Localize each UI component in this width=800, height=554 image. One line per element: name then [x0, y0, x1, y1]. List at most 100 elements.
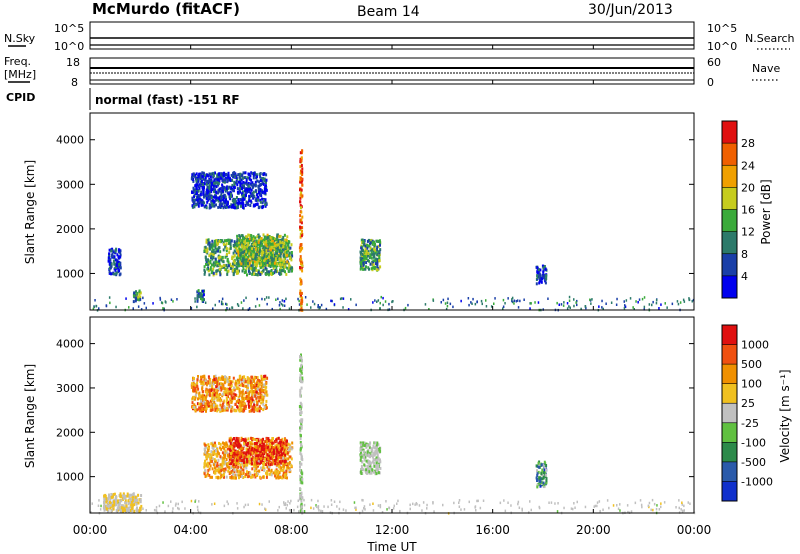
power-echo-cell — [248, 187, 251, 191]
freq-label-top: Freq. — [4, 55, 31, 68]
power-speckle-cell — [474, 302, 477, 306]
power-echo-cell — [227, 269, 230, 273]
power-echo-cell — [238, 238, 241, 242]
velocity-echo-cell — [262, 448, 265, 452]
velocity-echo-cell — [371, 455, 374, 459]
power-echo-cell — [270, 272, 273, 276]
power-echo-cell — [230, 195, 233, 199]
power-echo-cell — [203, 249, 206, 253]
power-echo-cell — [237, 250, 240, 254]
velocity-echo-cell — [217, 387, 220, 391]
power-speckle-cell — [641, 297, 644, 301]
velocity-speckle-cell — [317, 499, 319, 503]
power-speckle-cell — [115, 305, 117, 309]
velocity-echo-cell — [251, 437, 254, 441]
power-echo-cell — [219, 201, 222, 205]
power-echo-cell — [300, 234, 303, 238]
power-echo-cell — [235, 246, 238, 250]
velocity-echo-cell — [280, 466, 283, 470]
velocity-echo-cell — [115, 500, 118, 504]
power-speckle-cell — [623, 306, 626, 310]
velocity-echo-cell — [259, 454, 262, 458]
power-speckle-cell — [105, 304, 108, 308]
velocity-echo-cell — [137, 493, 140, 497]
velocity-echo-cell — [275, 438, 278, 442]
velocity-echo-cell — [102, 506, 105, 510]
velocity-echo-cell — [125, 501, 128, 505]
velocity-echo-cell — [275, 460, 278, 464]
velocity-echo-cell — [224, 449, 227, 453]
power-speckle-cell — [164, 300, 167, 303]
power-echo-cell — [230, 192, 233, 196]
power-speckle-cell — [225, 302, 227, 306]
velocity-echo-cell — [243, 444, 246, 448]
power-echo-cell — [236, 183, 239, 187]
power-echo-cell — [258, 252, 261, 256]
velocity-speckle-cell — [172, 507, 174, 510]
power-echo-cell — [212, 171, 215, 175]
power-echo-cell — [368, 259, 371, 263]
power-echo-cell — [376, 266, 379, 270]
power-speckle-cell — [666, 306, 668, 309]
power-echo-cell — [254, 173, 257, 177]
power-echo-cell — [210, 185, 212, 189]
velocity-speckle-cell — [372, 502, 374, 505]
power-speckle-cell — [176, 298, 178, 301]
power-echo-cell — [253, 244, 256, 247]
power-echo-cell — [248, 265, 251, 269]
power-echo-cell — [216, 264, 219, 268]
velocity-echo-cell — [538, 476, 541, 480]
velocity-echo-cell — [283, 475, 286, 478]
power-echo-cell — [254, 189, 257, 193]
power-colorbar-swatch — [722, 253, 737, 277]
power-speckle-cell — [471, 302, 473, 305]
power-speckle-cell — [313, 302, 316, 306]
power-echo-cell — [217, 183, 220, 187]
velocity-echo-cell — [240, 451, 243, 455]
power-echo-cell — [545, 274, 547, 278]
power-echo-cell — [364, 247, 367, 251]
power-speckle-cell — [519, 299, 521, 303]
velocity-echo-cell — [362, 441, 365, 445]
power-echo-cell — [299, 235, 302, 239]
power-echo-cell — [231, 173, 234, 177]
power-echo-cell — [215, 240, 218, 244]
velocity-speckle-cell — [418, 504, 421, 507]
power-speckle-cell — [562, 304, 565, 307]
velocity-echo-cell — [258, 409, 261, 413]
velocity-echo-cell — [258, 446, 261, 450]
power-speckle-cell — [376, 300, 378, 303]
velocity-echo-cell — [271, 462, 274, 466]
power-speckle-cell — [279, 307, 281, 311]
power-echo-cell — [300, 221, 303, 225]
power-echo-cell — [238, 175, 241, 179]
velocity-echo-cell — [262, 444, 265, 448]
velocity-echo-cell — [265, 447, 267, 451]
power-echo-cell — [265, 243, 268, 247]
velocity-echo-cell — [287, 457, 290, 461]
power-echo-cell — [291, 254, 294, 258]
power-echo-cell — [262, 251, 265, 254]
power-echo-cell — [228, 239, 231, 243]
power-speckle-cell — [268, 296, 270, 299]
power-echo-cell — [256, 235, 259, 239]
power-echo-cell — [212, 267, 215, 271]
power-echo-cell — [204, 178, 207, 182]
power-echo-cell — [374, 242, 376, 246]
velocity-echo-cell — [237, 437, 240, 441]
velocity-speckle-cell — [278, 505, 280, 509]
power-echo-cell — [265, 173, 268, 177]
power-echo-cell — [210, 243, 213, 247]
velocity-echo-cell — [275, 453, 278, 457]
power-echo-cell — [192, 186, 195, 190]
velocity-speckle-cell — [421, 509, 423, 512]
velocity-speckle-cell — [363, 505, 366, 508]
power-echo-cell — [236, 269, 239, 273]
velocity-echo-cell — [252, 463, 255, 467]
velocity-echo-cell — [258, 447, 261, 451]
velocity-echo-cell — [376, 452, 379, 456]
power-echo-cell — [538, 272, 541, 276]
power-echo-cell — [220, 172, 223, 176]
power-echo-cell — [253, 268, 256, 272]
power-echo-cell — [226, 257, 229, 261]
